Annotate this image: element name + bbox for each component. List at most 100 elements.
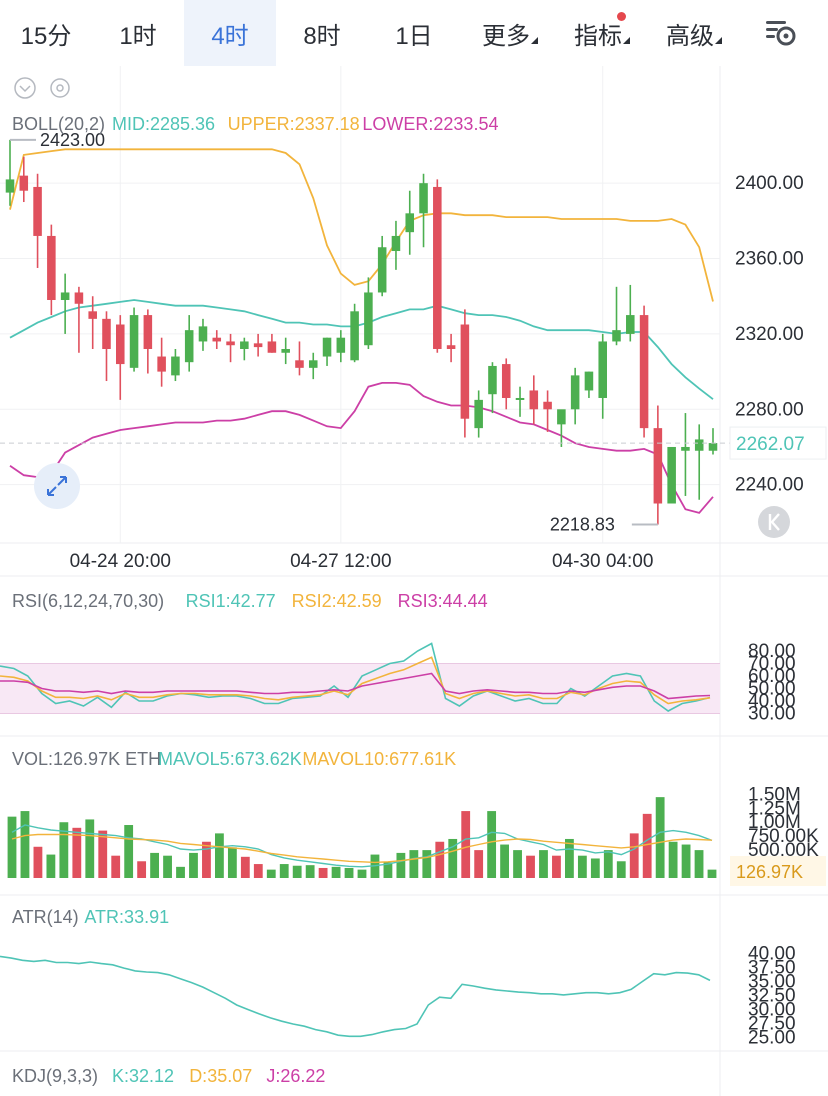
volume-bar bbox=[20, 811, 30, 878]
boll-upper-line bbox=[9, 148, 714, 302]
volume-bar bbox=[72, 827, 82, 878]
volume-bar bbox=[137, 861, 147, 878]
candle-body bbox=[653, 428, 663, 504]
expand-button-bg bbox=[34, 463, 80, 509]
indicator-settings-icon bbox=[50, 78, 70, 98]
tab-5[interactable]: 更多 bbox=[460, 0, 552, 66]
tab-4[interactable]: 1日 bbox=[368, 0, 460, 66]
candle-body bbox=[102, 318, 111, 349]
x-tick-label: 04-27 12:00 bbox=[290, 551, 391, 572]
y-tick-label: 1.25M bbox=[748, 798, 801, 819]
legend-item: RSI2:42.59 bbox=[292, 591, 382, 611]
volume-bar bbox=[344, 867, 354, 878]
candle-body bbox=[433, 186, 442, 349]
legend-item: UPPER:2337.18 bbox=[228, 114, 360, 134]
scroll-button-bg bbox=[758, 506, 790, 538]
volume-bar bbox=[189, 852, 198, 878]
tab-label: 指标 bbox=[574, 22, 622, 50]
volume-bar bbox=[565, 838, 574, 878]
y-tick-label: 60.00 bbox=[748, 666, 796, 687]
legend-item: J:26.22 bbox=[266, 1066, 325, 1086]
y-tick-label: 30.00 bbox=[748, 999, 796, 1020]
candle-body bbox=[350, 311, 359, 361]
tab-7[interactable]: 高级 bbox=[644, 0, 736, 66]
volume-bar bbox=[474, 850, 484, 878]
volume-bar bbox=[85, 819, 95, 878]
volume-bar bbox=[176, 866, 185, 878]
tab-2[interactable]: 4时 bbox=[184, 0, 276, 66]
chart-settings-icon bbox=[766, 21, 796, 46]
tab-1[interactable]: 1时 bbox=[92, 0, 184, 66]
candle-body bbox=[19, 175, 29, 191]
current-price-label: 2262.07 bbox=[736, 434, 805, 455]
y-tick-label: 40.00 bbox=[748, 944, 796, 965]
candle-body bbox=[405, 213, 415, 233]
y-tick-label: 35.00 bbox=[748, 972, 796, 993]
y-tick-label: 30.00 bbox=[748, 704, 796, 725]
indicator-label: BOLL(20,2) bbox=[12, 114, 105, 134]
y-tick-label: 500.00K bbox=[748, 840, 819, 861]
scroll-to-latest-button[interactable] bbox=[758, 506, 790, 538]
candle-body bbox=[598, 341, 607, 398]
indicator-label: KDJ(9,3,3) bbox=[12, 1066, 98, 1086]
x-tick-label: 04-24 20:00 bbox=[70, 551, 171, 572]
candle-body bbox=[226, 341, 235, 346]
volume-bar bbox=[629, 833, 639, 878]
candle-body bbox=[584, 371, 594, 391]
candle-body bbox=[116, 324, 125, 365]
skip-to-latest-icon bbox=[768, 513, 780, 531]
volume-bar bbox=[448, 838, 458, 878]
candle-body bbox=[33, 186, 42, 236]
candle-body bbox=[364, 292, 373, 346]
expand-chart-button[interactable] bbox=[34, 463, 80, 509]
candle-body bbox=[708, 443, 718, 451]
candle-body bbox=[474, 399, 483, 429]
pane-tools bbox=[14, 77, 70, 99]
candle-body bbox=[336, 337, 346, 353]
tab-3[interactable]: 8时 bbox=[276, 0, 368, 66]
y-tick-label: 2280.00 bbox=[735, 399, 804, 420]
candle-body bbox=[488, 365, 497, 395]
tab-6[interactable]: 指标 bbox=[552, 0, 644, 66]
volume-bar bbox=[357, 869, 367, 878]
volume-bar bbox=[33, 846, 43, 878]
legend-item: MID:2285.36 bbox=[112, 114, 215, 134]
candle-body bbox=[515, 397, 525, 400]
x-tick-label: 04-30 04:00 bbox=[552, 551, 653, 572]
candle-body bbox=[60, 292, 70, 301]
volume-bar bbox=[266, 869, 276, 878]
legend-item: MAVOL10:677.61K bbox=[302, 749, 456, 769]
current-price-tag bbox=[729, 426, 827, 460]
volume-bar bbox=[539, 850, 548, 878]
chart-settings-button[interactable] bbox=[756, 12, 804, 54]
volume-bar bbox=[59, 822, 69, 878]
legend-0: BOLL(20,2) MID:2285.36 UPPER:2337.18 LOWER:… bbox=[12, 114, 498, 134]
y-tick-label: 2320.00 bbox=[735, 324, 804, 345]
timeframe-toolbar: 15分 1时 4时 8时 1日 更多 指标 高级 bbox=[0, 0, 828, 66]
candle-body bbox=[391, 235, 401, 252]
candle-body bbox=[446, 345, 456, 349]
candle-body bbox=[295, 360, 304, 368]
volume-bar bbox=[253, 864, 263, 878]
volume-bar bbox=[98, 830, 108, 878]
legend-item: ATR:33.91 bbox=[84, 907, 169, 927]
volume-bar bbox=[331, 866, 341, 878]
volume-bar bbox=[409, 850, 419, 878]
volume-bar bbox=[577, 855, 587, 878]
volume-bar bbox=[7, 816, 17, 878]
mavol10-line bbox=[11, 833, 713, 864]
volume-bar bbox=[124, 825, 134, 878]
candle-body bbox=[612, 330, 621, 342]
current-volume-tag bbox=[730, 856, 826, 886]
candle-body bbox=[460, 324, 470, 419]
volume-bar bbox=[435, 841, 445, 878]
volume-bar bbox=[694, 850, 704, 878]
volume-bar bbox=[603, 850, 613, 878]
volume-bar bbox=[590, 858, 600, 878]
tab-0[interactable]: 15分 bbox=[0, 0, 92, 66]
y-tick-label: 27.50 bbox=[748, 1013, 796, 1034]
y-tick-label: 2400.00 bbox=[735, 173, 804, 194]
volume-bar bbox=[681, 844, 691, 878]
volume-bar bbox=[396, 852, 406, 878]
y-tick-label: 37.50 bbox=[748, 958, 796, 979]
